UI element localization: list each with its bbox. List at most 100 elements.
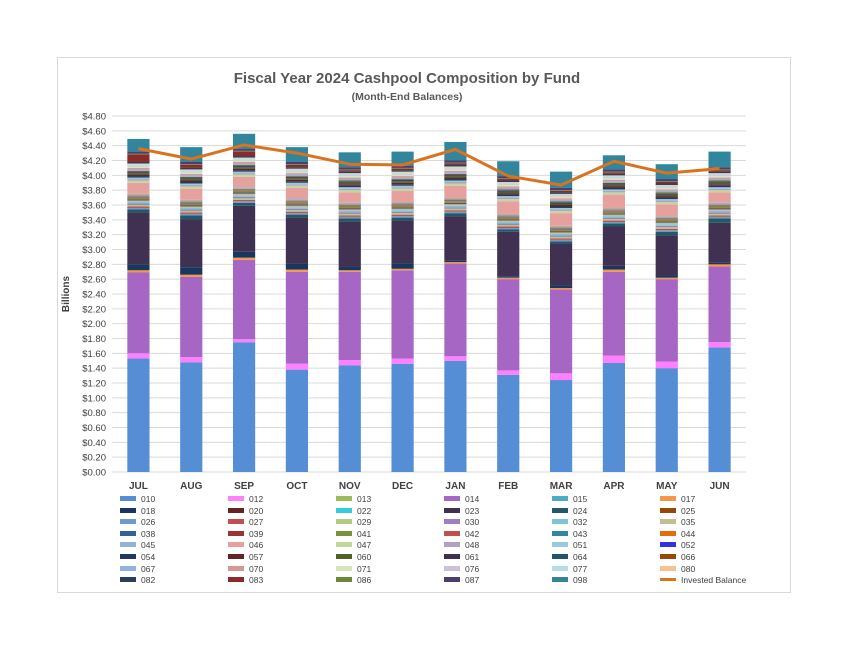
bar-segment-023 xyxy=(285,217,309,264)
bar-segment-017 xyxy=(708,264,731,267)
bar-segment-030 xyxy=(497,223,520,226)
legend-swatch xyxy=(336,554,352,559)
legend-label: 045 xyxy=(141,540,156,551)
bar-segment-082 xyxy=(497,180,520,183)
bar-segment-014 xyxy=(180,276,203,358)
bar-segment-035 xyxy=(180,206,203,208)
bar-segment-024 xyxy=(180,215,203,220)
bar-segment-043 xyxy=(232,189,256,191)
legend-label: 083 xyxy=(249,575,264,586)
bar-segment-098 xyxy=(497,161,520,177)
bar-segment-061 xyxy=(497,190,520,192)
bar-segment-077 xyxy=(285,169,309,171)
bar-segment-047 xyxy=(285,185,309,188)
legend-swatch xyxy=(120,565,136,571)
bar-segment-041 xyxy=(444,201,467,203)
legend-label: 013 xyxy=(357,494,372,504)
bar-segment-042 xyxy=(180,202,203,204)
bar-segment-012 xyxy=(708,342,731,348)
bar-segment-041 xyxy=(549,229,573,231)
bar-segment-014 xyxy=(708,266,731,343)
bar-segment-057 xyxy=(127,174,150,177)
y-tick-label: $1.60 xyxy=(82,349,106,360)
bar-segment-060 xyxy=(180,179,203,181)
legend-swatch xyxy=(336,530,352,536)
bar-segment-066 xyxy=(391,179,414,180)
bar-segment-061 xyxy=(285,177,309,179)
bar-segment-067 xyxy=(391,177,414,180)
bar-segment-076 xyxy=(338,175,361,177)
bar-segment-014 xyxy=(127,272,150,354)
bar-segment-082 xyxy=(127,161,150,164)
legend-swatch xyxy=(552,542,568,548)
bar-segment-039 xyxy=(602,213,626,214)
bar-segment-080 xyxy=(497,182,520,183)
bar-segment-041 xyxy=(391,205,414,208)
legend-swatch xyxy=(552,577,568,583)
bar-segment-070 xyxy=(444,170,467,173)
bar-segment-064 xyxy=(338,181,361,183)
legend-label: 018 xyxy=(141,505,156,516)
bar-segment-082 xyxy=(708,171,731,174)
legend-label: 032 xyxy=(573,517,588,528)
bar-segment-044 xyxy=(444,199,467,200)
bar-segment-018 xyxy=(444,260,467,263)
legend-label: 070 xyxy=(249,563,264,574)
bar-segment-045 xyxy=(497,213,520,216)
bar-segment-066 xyxy=(497,189,520,191)
bar-segment-042 xyxy=(497,216,520,218)
bar-segment-057 xyxy=(232,168,256,171)
bar-segment-076 xyxy=(285,170,309,172)
bar-segment-083 xyxy=(655,182,678,184)
legend-label: 029 xyxy=(357,517,372,528)
bar-segment-080 xyxy=(444,166,467,168)
bar-segment-098 xyxy=(444,141,467,161)
legend-label: 047 xyxy=(357,540,372,551)
bar-segment-076 xyxy=(497,184,520,185)
legend-label: 052 xyxy=(681,540,696,551)
bar-segment-070 xyxy=(602,179,626,182)
bar-segment-066 xyxy=(602,182,626,184)
bar-segment-024 xyxy=(444,213,467,217)
bar-segment-076 xyxy=(127,165,150,167)
bar-segment-071 xyxy=(285,171,309,174)
bar-segment-029 xyxy=(602,219,626,221)
bar-segment-043 xyxy=(708,205,731,206)
bar-segment-017 xyxy=(285,269,309,272)
bar-segment-087 xyxy=(549,187,573,191)
bar-segment-086 xyxy=(127,153,150,155)
bar-segment-026 xyxy=(232,201,256,203)
legend-label: 067 xyxy=(141,563,156,574)
bar-segment-027 xyxy=(497,226,520,228)
bar-segment-061 xyxy=(444,175,467,177)
bar-segment-043 xyxy=(602,210,626,211)
bar-segment-043 xyxy=(285,201,309,203)
bar-segment-029 xyxy=(549,236,573,239)
bar-segment-064 xyxy=(391,179,414,181)
bar-segment-010 xyxy=(655,368,678,472)
bar-segment-017 xyxy=(232,257,256,260)
legend-label: 098 xyxy=(573,575,588,586)
legend-label: 064 xyxy=(573,552,588,562)
bar-segment-071 xyxy=(127,166,150,168)
y-tick-label: $0.40 xyxy=(82,438,106,449)
bar-segment-045 xyxy=(444,197,467,200)
bar-segment-046 xyxy=(549,213,573,226)
bar-segment-060 xyxy=(391,181,414,183)
bar-segment-024 xyxy=(127,209,150,213)
bar-segment-039 xyxy=(285,204,309,205)
bar-segment-057 xyxy=(655,196,678,198)
bar-segment-024 xyxy=(549,241,573,244)
bar-segment-054 xyxy=(602,187,626,190)
bar-segment-070 xyxy=(338,177,361,180)
y-tick-label: $4.60 xyxy=(82,126,106,137)
bar-segment-087 xyxy=(655,179,678,182)
y-tick-label: $0.80 xyxy=(82,408,106,419)
legend-label: 054 xyxy=(141,552,156,562)
bar-segment-067 xyxy=(655,190,678,193)
bar-segment-077 xyxy=(232,158,256,160)
bar-segment-054 xyxy=(127,176,150,178)
bar-segment-051 xyxy=(127,177,150,180)
bar-segment-066 xyxy=(338,180,361,182)
bar-segment-070 xyxy=(127,167,150,170)
